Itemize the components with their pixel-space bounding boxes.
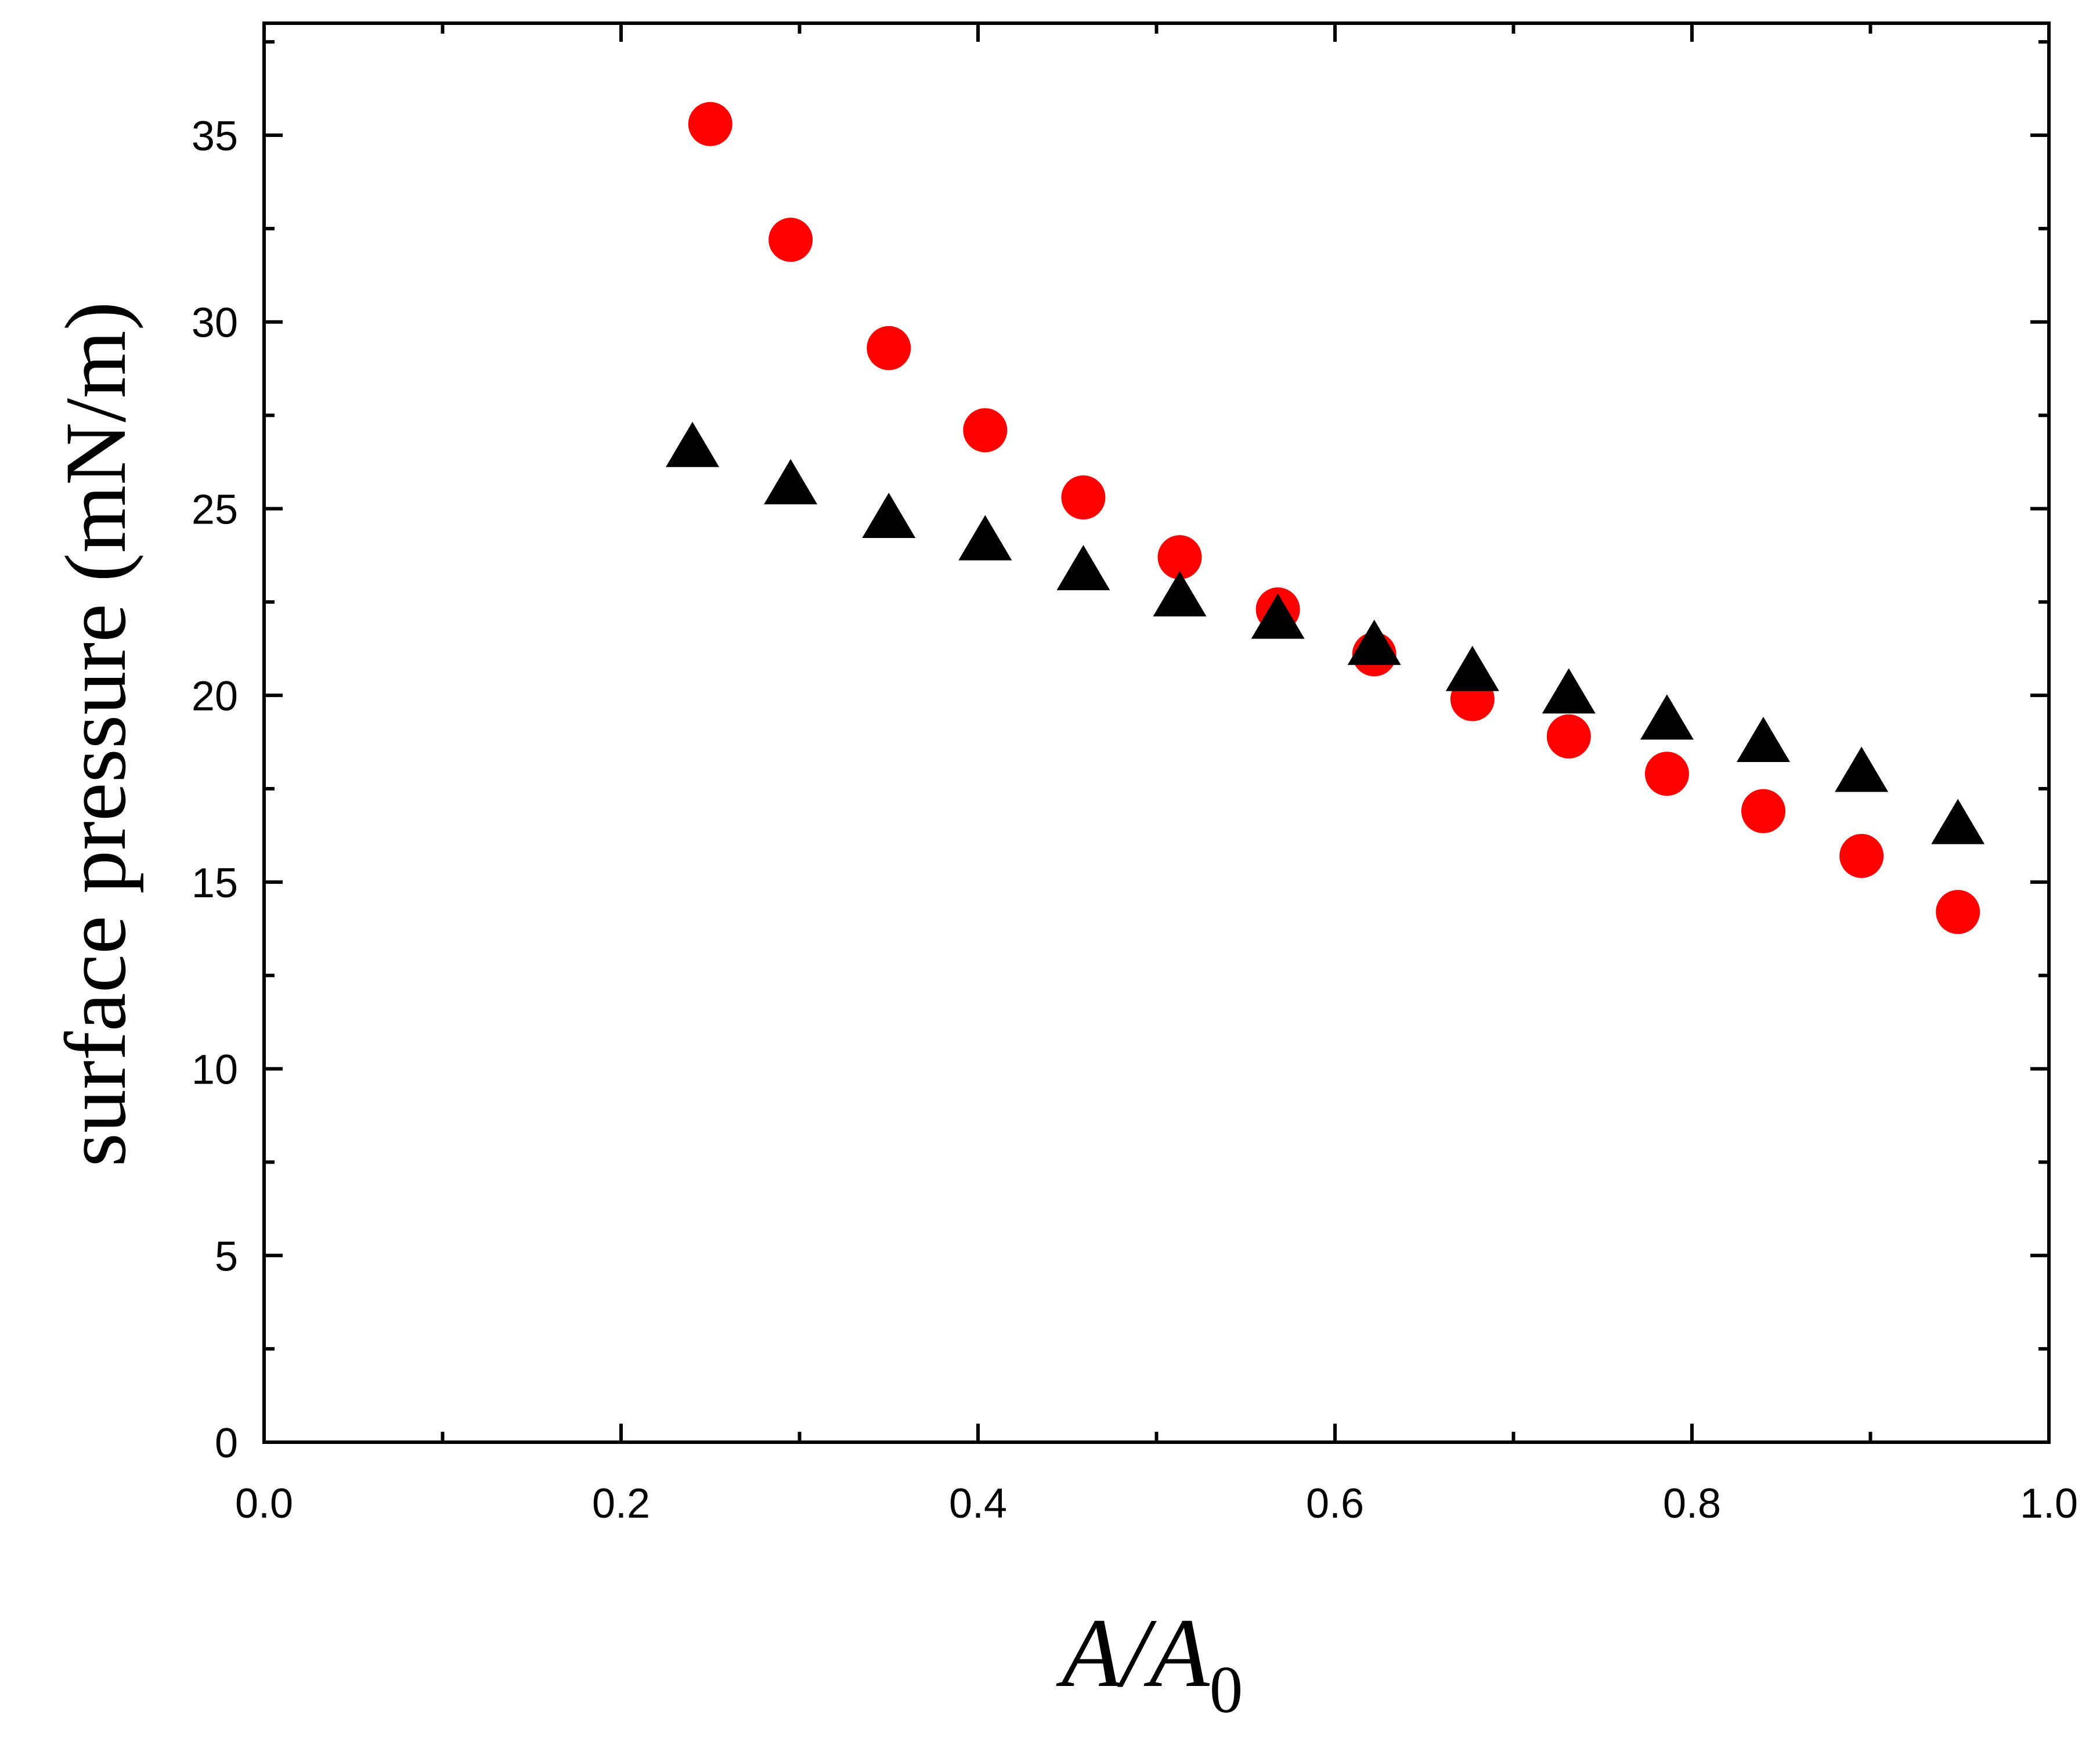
y-tick-label: 25 [192,486,238,533]
triangle-marker [1153,571,1207,617]
circle-marker [768,218,813,262]
circle-marker [1157,535,1202,580]
triangle-marker [1542,668,1596,714]
y-tick-label: 20 [192,673,238,720]
triangle-marker [1056,545,1110,591]
x-axis-title-main: A/A [1056,1598,1210,1707]
x-tick-label: 0.6 [1306,1481,1364,1527]
y-tick-label: 30 [192,300,238,346]
y-tick-label: 0 [215,1420,238,1467]
triangle-marker [1931,799,1985,844]
circle-marker [1546,714,1591,759]
x-tick-label: 0.0 [235,1481,293,1527]
triangle-marker [666,421,719,467]
x-tick-label: 0.2 [592,1481,650,1527]
y-axis-title: surface pressure (mN/m) [48,301,144,1167]
y-tick-label: 15 [192,860,238,907]
y-tick-label: 10 [192,1047,238,1093]
circle-marker [867,326,911,370]
circle-marker [1644,752,1689,796]
triangle-marker [1835,746,1889,792]
triangle-marker [1737,717,1790,763]
circle-marker [1061,475,1106,520]
triangle-marker [862,492,916,538]
triangle-marker [1640,694,1694,740]
x-tick-label: 1.0 [2020,1481,2078,1527]
triangle-marker [764,459,818,505]
x-tick-label: 0.8 [1663,1481,1721,1527]
triangle-marker [1347,619,1401,665]
data-marks [666,102,1985,934]
axes: 0.0 0.2 0.4 0.6 0.8 1.0 0 5 10 15 20 25 30 35 [192,23,2078,1527]
triangle-marker [958,515,1012,561]
triangle-marker [1251,593,1305,639]
circle-marker [963,408,1008,453]
plot-frame [262,21,2051,1444]
x-tick-label: 0.4 [949,1481,1007,1527]
x-axis-title-subscript: 0 [1210,1653,1243,1727]
y-tick-label: 5 [215,1233,238,1280]
y-tick-label: 35 [192,113,238,160]
circle-marker [688,102,733,146]
x-axis-title: A/A0 [1056,1598,1243,1727]
circle-marker [1839,833,1884,878]
triangle-marker [1445,645,1499,691]
circle-marker [1936,890,1980,934]
circle-marker [1741,789,1785,833]
